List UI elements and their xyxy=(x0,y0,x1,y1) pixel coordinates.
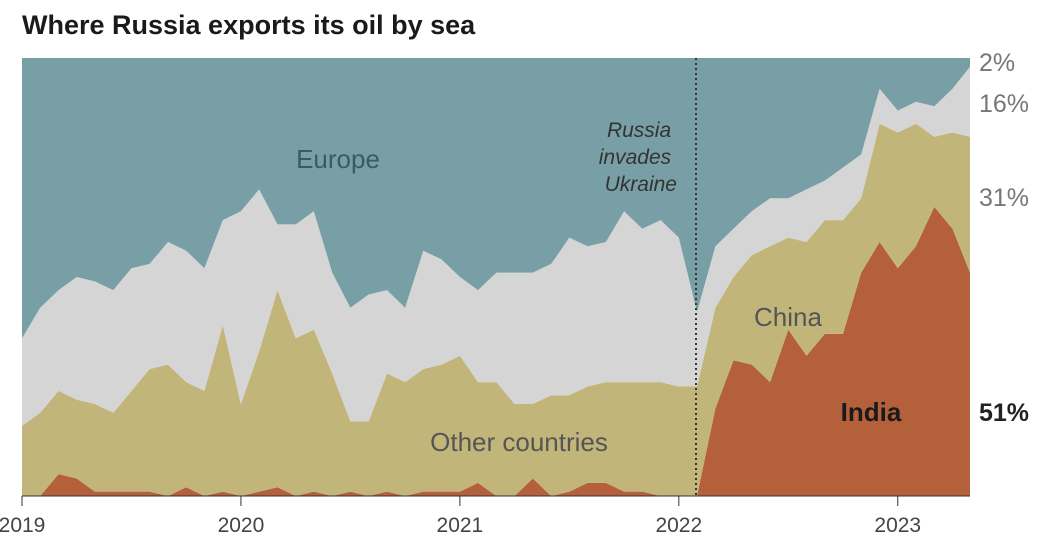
area-layer xyxy=(22,58,970,496)
x-tick-label-2023: 2023 xyxy=(874,514,921,537)
area-other-countries xyxy=(22,123,970,496)
other-countries-area-label: Other countries xyxy=(430,427,608,457)
india-end-label: 51% xyxy=(979,399,1029,427)
x-tick-label-2021: 2021 xyxy=(437,514,484,537)
china-area-label: China xyxy=(754,302,822,332)
europe-end-label: 2% xyxy=(979,49,1015,77)
invasion-annotation: Russia invades Ukraine xyxy=(599,119,677,196)
annotation-line-2: invades xyxy=(599,146,672,169)
chart-title: Where Russia exports its oil by sea xyxy=(22,10,476,40)
other-countries-end-label: 31% xyxy=(979,184,1029,212)
area-europe xyxy=(22,58,970,339)
area-china xyxy=(22,66,970,426)
annotation-line-1: Russia xyxy=(607,119,671,142)
x-tick-label-2022: 2022 xyxy=(655,514,702,537)
annotation-line-3: Ukraine xyxy=(605,173,677,196)
area-india xyxy=(22,206,970,496)
europe-area-label: Europe xyxy=(296,144,380,174)
x-axis: 2019 2020 2021 2022 2023 xyxy=(0,496,921,537)
china-end-label: 16% xyxy=(979,90,1029,118)
x-tick-label-2019: 2019 xyxy=(0,514,45,537)
india-area-label: India xyxy=(841,397,902,427)
x-tick-label-2020: 2020 xyxy=(218,514,265,537)
